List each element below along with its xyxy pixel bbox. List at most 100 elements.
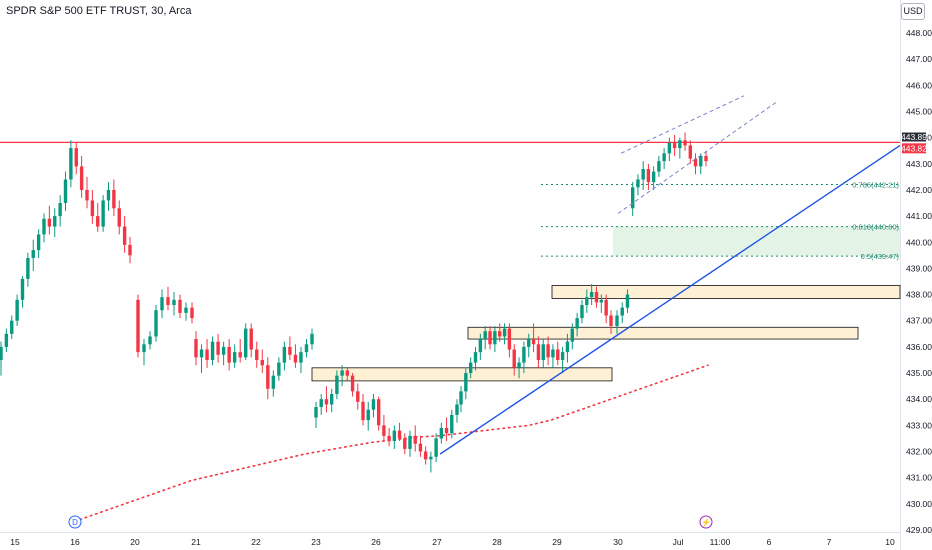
event-marker[interactable] bbox=[699, 515, 713, 529]
candle-body[interactable] bbox=[459, 391, 463, 405]
currency-button[interactable]: USD bbox=[901, 3, 925, 20]
candle-body[interactable] bbox=[324, 399, 329, 405]
candle-body[interactable] bbox=[356, 391, 360, 402]
candle-body[interactable] bbox=[371, 399, 376, 410]
candle-body[interactable] bbox=[683, 140, 687, 146]
candle-body[interactable] bbox=[382, 425, 386, 436]
candle-body[interactable] bbox=[277, 362, 281, 376]
support-zone[interactable] bbox=[311, 367, 613, 382]
candle-body[interactable] bbox=[585, 297, 589, 306]
candle-body[interactable] bbox=[527, 339, 531, 347]
candle-body[interactable] bbox=[512, 349, 516, 368]
candle-body[interactable] bbox=[423, 451, 428, 460]
candle-body[interactable] bbox=[636, 179, 640, 188]
candle-body[interactable] bbox=[522, 346, 526, 363]
candle-body[interactable] bbox=[651, 171, 656, 183]
candle-body[interactable] bbox=[184, 307, 188, 313]
candle-body[interactable] bbox=[646, 169, 651, 183]
candle-body[interactable] bbox=[678, 140, 682, 149]
candle-body[interactable] bbox=[172, 299, 176, 306]
candle-body[interactable] bbox=[464, 373, 468, 392]
candle-body[interactable] bbox=[255, 349, 259, 360]
candle-body[interactable] bbox=[366, 409, 370, 421]
candle-body[interactable] bbox=[589, 291, 594, 298]
candle-body[interactable] bbox=[615, 315, 619, 326]
candle-body[interactable] bbox=[699, 155, 703, 167]
candle-body[interactable] bbox=[31, 250, 35, 258]
candle-body[interactable] bbox=[166, 297, 170, 306]
candle-body[interactable] bbox=[704, 155, 708, 162]
candle-body[interactable] bbox=[117, 208, 121, 227]
candle-body[interactable] bbox=[238, 352, 242, 358]
dividend-marker[interactable] bbox=[68, 515, 82, 529]
candle-body[interactable] bbox=[662, 153, 666, 162]
candle-body[interactable] bbox=[335, 375, 339, 394]
candle-body[interactable] bbox=[319, 399, 323, 408]
candle-body[interactable] bbox=[565, 341, 570, 353]
candle-body[interactable] bbox=[531, 339, 536, 345]
candle-body[interactable] bbox=[210, 341, 215, 360]
candle-body[interactable] bbox=[96, 216, 100, 227]
candle-body[interactable] bbox=[249, 328, 253, 350]
candle-body[interactable] bbox=[190, 307, 194, 319]
candle-body[interactable] bbox=[0, 346, 3, 360]
candle-body[interactable] bbox=[350, 375, 355, 392]
candle-body[interactable] bbox=[560, 352, 565, 360]
candle-body[interactable] bbox=[194, 339, 198, 358]
candle-body[interactable] bbox=[85, 189, 89, 201]
candle-body[interactable] bbox=[90, 200, 95, 217]
candle-body[interactable] bbox=[361, 401, 365, 421]
candle-body[interactable] bbox=[199, 349, 204, 358]
candle-body[interactable] bbox=[397, 430, 402, 439]
candle-body[interactable] bbox=[63, 179, 68, 204]
candle-body[interactable] bbox=[79, 166, 84, 190]
support-zone[interactable] bbox=[467, 326, 859, 340]
candle-body[interactable] bbox=[413, 435, 417, 444]
candle-body[interactable] bbox=[657, 161, 661, 172]
candle-body[interactable] bbox=[483, 331, 487, 340]
candle-body[interactable] bbox=[15, 299, 19, 321]
candle-body[interactable] bbox=[36, 234, 41, 251]
candle-body[interactable] bbox=[47, 218, 52, 227]
candle-body[interactable] bbox=[106, 189, 111, 201]
support-zone[interactable] bbox=[551, 285, 901, 299]
candle-body[interactable] bbox=[546, 344, 550, 358]
candle-body[interactable] bbox=[340, 370, 344, 376]
candle-body[interactable] bbox=[604, 299, 608, 316]
candle-body[interactable] bbox=[205, 349, 209, 360]
candle-body[interactable] bbox=[620, 307, 624, 316]
candle-body[interactable] bbox=[507, 328, 512, 350]
candle-body[interactable] bbox=[53, 216, 57, 227]
candle-body[interactable] bbox=[609, 315, 613, 326]
candle-body[interactable] bbox=[142, 344, 146, 353]
candle-body[interactable] bbox=[429, 456, 433, 460]
candle-body[interactable] bbox=[345, 370, 350, 376]
candle-body[interactable] bbox=[154, 310, 158, 337]
candle-body[interactable] bbox=[42, 218, 46, 235]
candle-body[interactable] bbox=[266, 365, 270, 389]
candle-body[interactable] bbox=[299, 352, 303, 363]
candle-body[interactable] bbox=[551, 349, 555, 358]
candle-body[interactable] bbox=[693, 158, 698, 167]
candle-body[interactable] bbox=[260, 359, 264, 366]
candle-body[interactable] bbox=[434, 438, 438, 457]
candle-body[interactable] bbox=[403, 438, 407, 449]
candle-body[interactable] bbox=[112, 189, 116, 209]
candle-body[interactable] bbox=[502, 328, 507, 337]
candle-body[interactable] bbox=[599, 299, 604, 303]
candle-body[interactable] bbox=[468, 362, 473, 374]
candle-body[interactable] bbox=[128, 244, 132, 256]
candle-body[interactable] bbox=[148, 336, 152, 345]
candle-body[interactable] bbox=[160, 297, 164, 311]
candle-body[interactable] bbox=[314, 407, 318, 418]
candle-body[interactable] bbox=[408, 435, 412, 449]
candle-body[interactable] bbox=[288, 346, 292, 355]
candle-body[interactable] bbox=[232, 352, 237, 363]
candle-body[interactable] bbox=[10, 320, 14, 334]
candle-body[interactable] bbox=[541, 344, 545, 360]
candle-body[interactable] bbox=[570, 328, 574, 342]
trendline[interactable] bbox=[439, 144, 901, 455]
candle-body[interactable] bbox=[444, 427, 449, 434]
candle-body[interactable] bbox=[625, 294, 630, 308]
